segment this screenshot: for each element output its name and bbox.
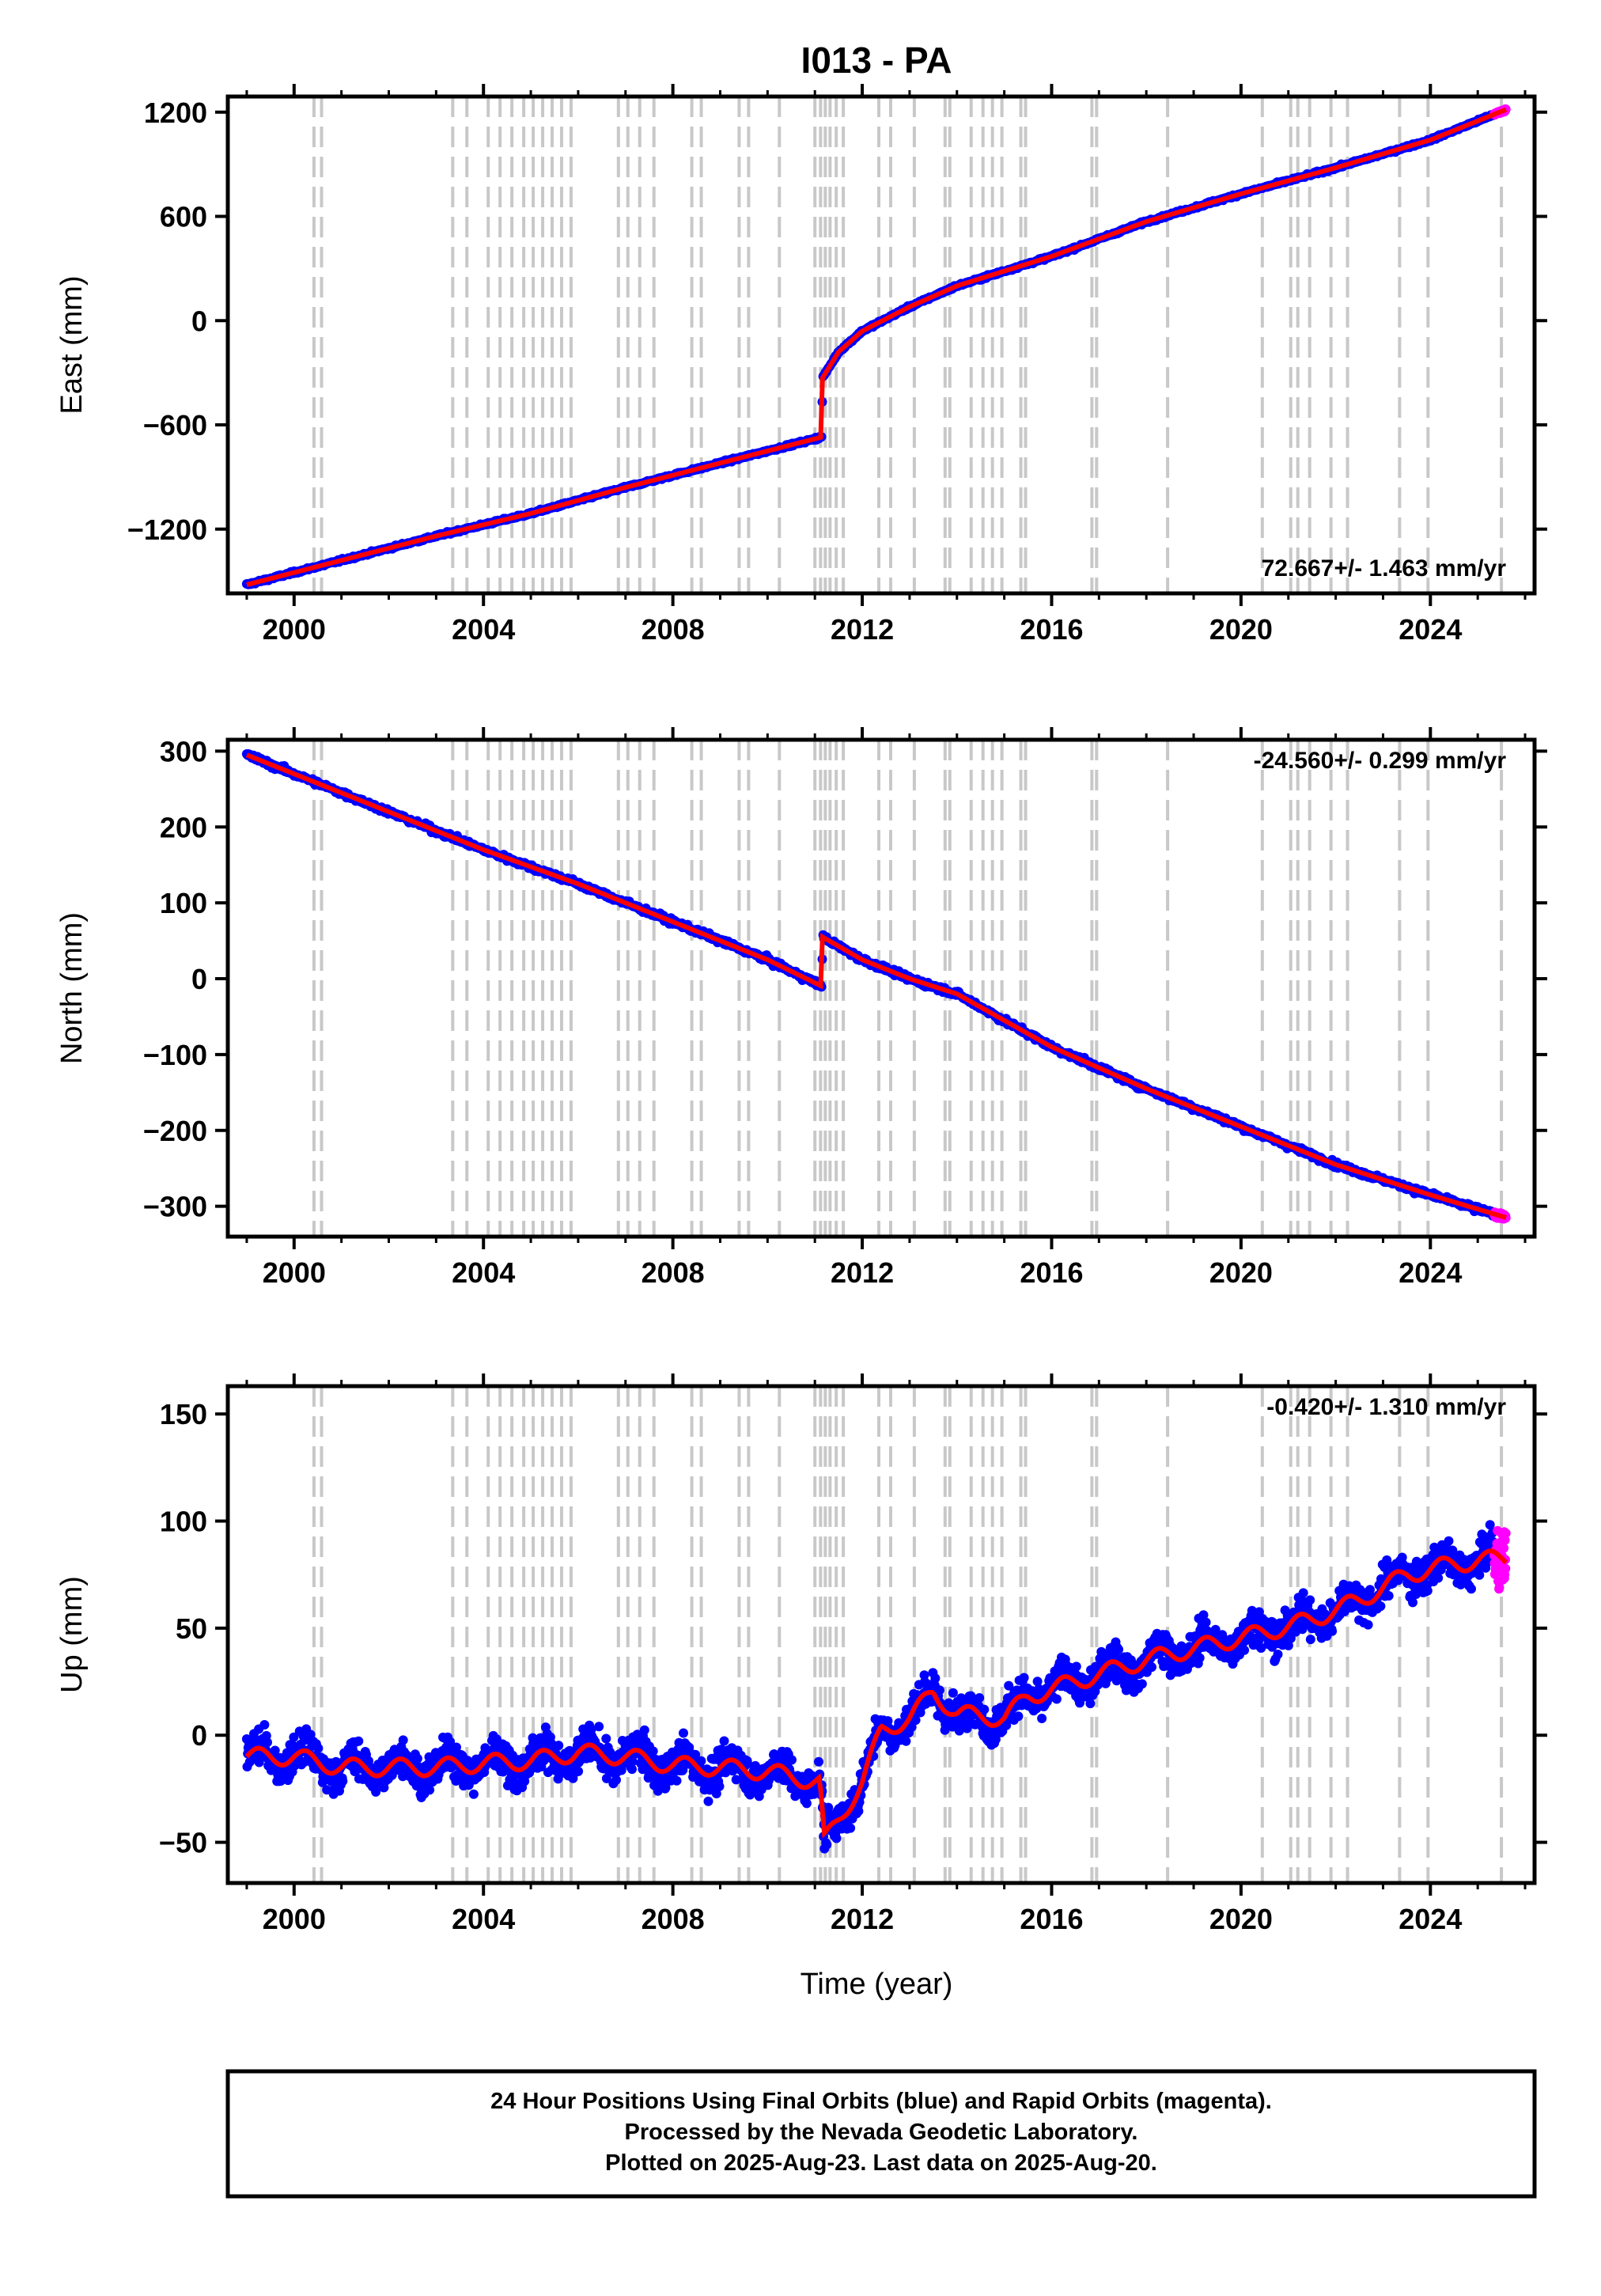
up-point: [787, 1755, 797, 1765]
up-point: [594, 1722, 604, 1732]
north-panel: 2000 2004 2008 2012 2016 2020 2024−300−200−100…: [55, 727, 1547, 1289]
up-point: [831, 1833, 842, 1843]
up-point: [379, 1783, 389, 1793]
east-x-tick-label: 2020: [1209, 613, 1273, 646]
north-velocity-label: -24.560+/- 0.299 mm/yr: [1254, 748, 1507, 774]
up-point: [468, 1789, 479, 1799]
north-y-tick-label: −100: [143, 1039, 207, 1071]
north-y-tick-label: 300: [160, 735, 207, 767]
east-y-tick-label: 0: [191, 305, 207, 337]
east-x-tick-label: 2000: [263, 613, 326, 646]
up-point: [822, 1839, 832, 1850]
north-x-tick-label: 2004: [452, 1256, 515, 1289]
up-point: [289, 1732, 299, 1742]
east-y-tick-label: 600: [160, 201, 207, 233]
north-x-tick-label: 2008: [642, 1256, 705, 1289]
up-point: [948, 1688, 958, 1698]
north-x-tick-label: 2012: [831, 1256, 894, 1289]
up-point: [452, 1742, 461, 1752]
north-y-axis-label: North (mm): [55, 912, 89, 1064]
east-frame: [225, 94, 1537, 596]
up-point: [930, 1673, 941, 1684]
north-x-tick-label: 2000: [263, 1256, 326, 1289]
up-point: [853, 1806, 864, 1817]
up-point: [679, 1728, 688, 1738]
east-x-tick-label: 2012: [831, 613, 894, 646]
north-frame: [225, 737, 1537, 1239]
up-point: [338, 1776, 348, 1786]
up-point: [412, 1753, 422, 1764]
north-x-tick-label: 2016: [1020, 1256, 1083, 1289]
north-y-tick-label: 100: [160, 887, 207, 919]
north-y-tick-label: 0: [191, 963, 207, 995]
up-point: [714, 1781, 725, 1791]
up-point: [445, 1737, 456, 1747]
north-y-tick-label: 200: [160, 811, 207, 843]
east-y-axis-label: East (mm): [55, 275, 89, 414]
up-point: [573, 1766, 584, 1776]
up-point: [322, 1785, 332, 1795]
up-point: [846, 1823, 856, 1833]
up-point: [901, 1736, 911, 1746]
up-point: [425, 1785, 435, 1795]
up-point: [259, 1720, 270, 1730]
up-point: [398, 1735, 408, 1745]
up-point: [975, 1693, 985, 1703]
up-point: [814, 1756, 823, 1767]
east-x-tick-label: 2024: [1399, 613, 1462, 646]
north-plot-area: [241, 740, 1511, 1237]
north-x-tick-label: 2024: [1399, 1256, 1462, 1289]
up-point: [703, 1796, 713, 1806]
east-y-tick-label: −1200: [127, 513, 207, 546]
east-plot-area: [241, 97, 1511, 593]
east-x-tick-label: 2004: [452, 613, 515, 646]
north-model-line: [245, 752, 1507, 1220]
up-point: [554, 1741, 564, 1751]
up-panel: 2000 2004 2008 2012 2016 2020 2024−50050100150…: [55, 1373, 1547, 1935]
up-point: [354, 1736, 364, 1746]
east-panel: 2000 2004 2008 2012 2016 2020 2024 −1200 −600 0 60…: [55, 84, 1547, 646]
north-y-tick-label: −200: [143, 1115, 207, 1147]
up-point: [672, 1775, 682, 1786]
up-plot-area: [241, 1386, 1511, 1883]
east-model-line: [246, 107, 1508, 587]
north-y-tick-label: −300: [143, 1191, 207, 1223]
up-point: [719, 1736, 729, 1746]
chart-title: I013 - PA: [801, 40, 952, 81]
up-point: [270, 1745, 280, 1756]
up-point: [313, 1743, 324, 1753]
east-velocity-label: 72.667+/- 1.463 mm/yr: [1262, 555, 1507, 582]
east-x-tick-label: 2016: [1020, 613, 1083, 646]
east-x-tick-label: 2008: [642, 613, 705, 646]
east-y-tick-label: −600: [143, 409, 207, 441]
up-point: [371, 1786, 381, 1797]
up-point: [601, 1733, 611, 1744]
up-point: [648, 1746, 658, 1756]
up-point: [263, 1737, 272, 1748]
north-x-tick-label: 2020: [1209, 1256, 1273, 1289]
up-point: [639, 1725, 649, 1735]
up-point: [801, 1798, 812, 1809]
east-y-tick-label: 1200: [144, 97, 207, 129]
